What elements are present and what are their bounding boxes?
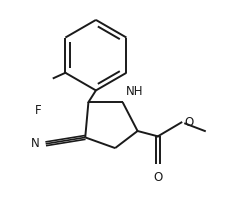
Text: O: O — [153, 170, 162, 184]
Text: O: O — [184, 115, 193, 129]
Text: NH: NH — [125, 85, 143, 98]
Text: N: N — [30, 137, 39, 150]
Text: F: F — [35, 104, 41, 117]
